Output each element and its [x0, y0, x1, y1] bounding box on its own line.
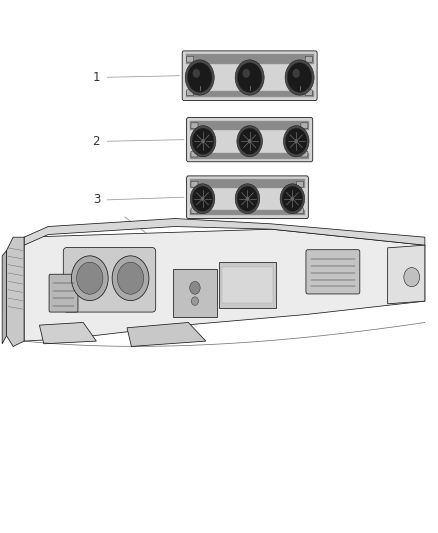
Polygon shape	[24, 219, 425, 245]
Circle shape	[187, 62, 212, 92]
Circle shape	[294, 139, 298, 143]
Circle shape	[283, 126, 309, 157]
FancyBboxPatch shape	[301, 123, 308, 129]
Circle shape	[287, 62, 312, 92]
Circle shape	[77, 262, 103, 294]
Circle shape	[192, 186, 213, 212]
FancyBboxPatch shape	[187, 118, 313, 162]
Circle shape	[248, 139, 251, 143]
Circle shape	[190, 184, 215, 214]
Circle shape	[201, 197, 205, 201]
Circle shape	[112, 256, 149, 301]
FancyBboxPatch shape	[190, 121, 309, 130]
Circle shape	[237, 186, 258, 212]
Circle shape	[285, 60, 314, 95]
Circle shape	[191, 297, 198, 305]
FancyBboxPatch shape	[186, 54, 314, 64]
Circle shape	[237, 126, 262, 157]
Circle shape	[235, 184, 260, 214]
Polygon shape	[24, 229, 425, 341]
Circle shape	[193, 69, 200, 78]
Circle shape	[185, 60, 214, 95]
Text: 1: 1	[92, 71, 100, 84]
FancyBboxPatch shape	[190, 154, 309, 159]
Circle shape	[290, 197, 294, 201]
FancyBboxPatch shape	[173, 269, 217, 317]
FancyBboxPatch shape	[190, 179, 305, 188]
Circle shape	[190, 126, 216, 157]
FancyBboxPatch shape	[305, 56, 312, 62]
Circle shape	[243, 69, 250, 78]
Polygon shape	[39, 322, 96, 344]
Circle shape	[282, 186, 303, 212]
Circle shape	[286, 128, 307, 155]
Circle shape	[71, 256, 108, 301]
FancyBboxPatch shape	[219, 262, 276, 308]
FancyBboxPatch shape	[186, 91, 314, 97]
Circle shape	[117, 262, 144, 294]
FancyBboxPatch shape	[190, 210, 305, 215]
Circle shape	[239, 128, 261, 155]
Circle shape	[246, 197, 249, 201]
Circle shape	[293, 69, 300, 78]
Circle shape	[201, 139, 205, 143]
Circle shape	[404, 268, 420, 287]
FancyBboxPatch shape	[297, 181, 304, 187]
Polygon shape	[7, 237, 24, 346]
FancyBboxPatch shape	[305, 90, 312, 96]
FancyBboxPatch shape	[182, 51, 317, 100]
Polygon shape	[388, 245, 425, 304]
FancyBboxPatch shape	[306, 249, 360, 294]
Circle shape	[235, 60, 264, 95]
FancyBboxPatch shape	[222, 267, 273, 303]
FancyBboxPatch shape	[191, 208, 198, 214]
Text: 2: 2	[92, 135, 100, 148]
FancyBboxPatch shape	[191, 151, 198, 157]
Circle shape	[192, 128, 214, 155]
FancyBboxPatch shape	[49, 274, 78, 312]
FancyBboxPatch shape	[187, 90, 194, 96]
FancyBboxPatch shape	[191, 181, 198, 187]
FancyBboxPatch shape	[191, 123, 198, 129]
FancyBboxPatch shape	[297, 208, 304, 214]
Circle shape	[237, 62, 262, 92]
FancyBboxPatch shape	[301, 151, 308, 157]
Polygon shape	[127, 322, 206, 346]
Circle shape	[190, 281, 200, 294]
Polygon shape	[2, 251, 7, 344]
FancyBboxPatch shape	[187, 176, 308, 219]
Circle shape	[280, 184, 305, 214]
FancyBboxPatch shape	[187, 56, 194, 62]
FancyBboxPatch shape	[63, 247, 156, 312]
Text: 3: 3	[93, 193, 100, 206]
